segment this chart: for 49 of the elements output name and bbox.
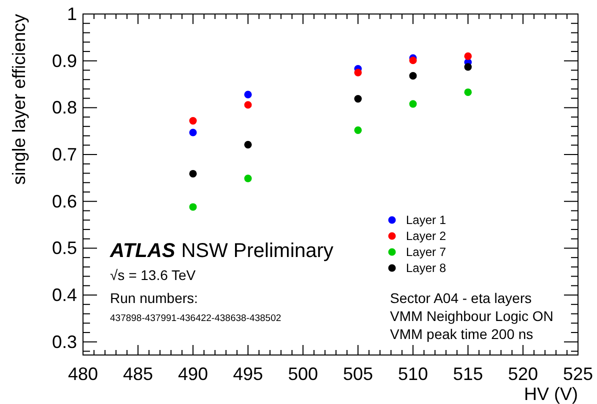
point xyxy=(244,101,252,109)
point xyxy=(464,63,472,71)
point xyxy=(354,68,362,76)
y-tick-label: 0.3 xyxy=(52,332,77,352)
point xyxy=(189,203,197,211)
legend-label: Layer 7 xyxy=(406,245,446,259)
y-tick-label: 1 xyxy=(66,4,77,24)
point xyxy=(189,117,197,125)
y-tick-label: 0.9 xyxy=(52,50,77,71)
x-tick-label: 520 xyxy=(508,364,538,384)
x-tick-label: 490 xyxy=(178,364,208,384)
x-tick-label: 510 xyxy=(398,364,428,384)
annotation: Run numbers: xyxy=(110,290,198,306)
x-tick-label: 525 xyxy=(562,364,594,384)
annotation: VMM peak time 200 ns xyxy=(390,326,534,342)
point xyxy=(409,72,417,80)
point xyxy=(189,170,197,178)
point xyxy=(409,100,417,108)
annotation: NSW Preliminary xyxy=(181,240,334,262)
x-tick-label: 505 xyxy=(342,364,374,384)
point xyxy=(354,95,362,103)
legend-label: Layer 2 xyxy=(406,229,446,243)
annotation: Sector A04 - eta layers xyxy=(390,290,532,306)
point xyxy=(354,126,362,134)
x-axis-title: HV (V) xyxy=(524,384,578,404)
x-tick-label: 480 xyxy=(68,364,98,384)
x-tick-label: 495 xyxy=(232,364,264,384)
point xyxy=(409,56,417,64)
x-tick-label: 500 xyxy=(288,364,318,384)
point xyxy=(464,52,472,60)
y-tick-label: 0.5 xyxy=(52,238,77,258)
annotation: √s = 13.6 TeV xyxy=(110,267,196,283)
point xyxy=(244,90,252,98)
y-tick-label: 0.4 xyxy=(52,285,77,306)
point xyxy=(464,88,472,96)
y-tick-label: 0.8 xyxy=(52,98,77,118)
annotation: 437898-437991-436422-438638-438502 xyxy=(110,313,282,324)
x-tick-label: 485 xyxy=(122,364,154,384)
legend-label: Layer 8 xyxy=(406,261,446,275)
y-tick-label: 0.7 xyxy=(52,144,77,165)
point xyxy=(189,128,197,136)
legend-label: Layer 1 xyxy=(406,213,446,227)
y-axis-title: single layer efficiency xyxy=(9,14,29,185)
x-tick-label: 515 xyxy=(452,364,484,384)
annotation: VMM Neighbour Logic ON xyxy=(390,308,554,324)
point xyxy=(244,174,252,182)
y-tick-label: 0.6 xyxy=(52,191,77,212)
annotation: ATLAS xyxy=(109,240,176,262)
point xyxy=(244,140,252,148)
